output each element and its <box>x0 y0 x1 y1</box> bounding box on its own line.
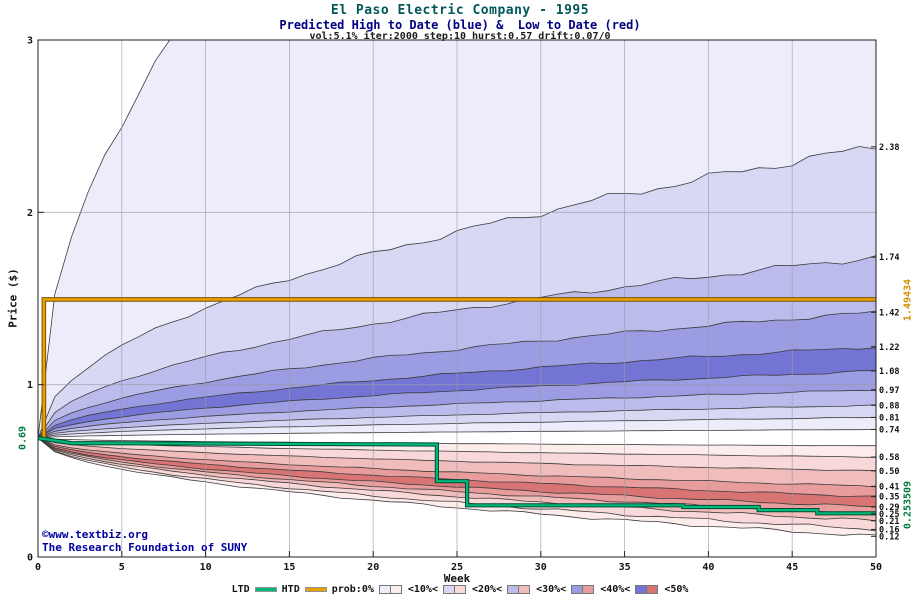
watermark-site: ©www.textbiz.org <box>42 528 148 541</box>
watermark-org: The Research Foundation of SUNY <box>42 541 248 554</box>
right-quantile-label: 0.81 <box>879 413 899 423</box>
right-quantile-label: 0.21 <box>879 517 899 527</box>
low-fan-prob-band <box>38 438 876 507</box>
chart-parameters: vol:5.1% iter:2000 step:10 hurst:0.57 dr… <box>309 31 611 42</box>
ltd-line <box>38 437 876 515</box>
x-tick-label: 0 <box>35 562 41 573</box>
prob-swatch-pair <box>378 585 402 594</box>
prob-swatch-pair <box>635 585 659 594</box>
prob-swatch-red <box>518 585 531 594</box>
y-axis-label: Price ($) <box>6 268 20 328</box>
high-to-date-label: 1.49434 <box>902 278 914 322</box>
x-axis-label: Week <box>443 572 471 585</box>
htd-line <box>42 298 876 439</box>
prob-swatch-red <box>453 585 466 594</box>
low-fan-prob-band <box>38 438 876 497</box>
legend-prob-label: <30%< <box>536 584 567 595</box>
legend-prob-label: <10%< <box>407 584 438 595</box>
right-quantile-label: 0.74 <box>879 425 899 435</box>
x-tick-label: 15 <box>283 562 295 573</box>
high-fan-prob-band <box>38 370 876 439</box>
ltd-line-swatch <box>255 588 276 591</box>
x-tick-label: 30 <box>535 562 547 573</box>
start-price-label: 0.69 <box>17 425 29 451</box>
prob-swatch-pair <box>571 585 595 594</box>
chart-subtitle: Predicted High to Date (blue) & Low to D… <box>279 18 641 32</box>
right-quantile-label: 1.22 <box>879 343 899 353</box>
right-quantile-label: 2.38 <box>879 143 899 153</box>
x-tick-label: 20 <box>367 562 379 573</box>
prob-swatch-pair <box>442 585 466 594</box>
right-quantile-label: 1.42 <box>879 308 899 318</box>
legend-prob-label: <50% <box>664 584 689 595</box>
high-fan-prob-band <box>38 40 876 439</box>
right-quantile-label: 0.58 <box>879 453 899 463</box>
right-quantile-label: 0.29 <box>879 503 899 513</box>
y-tick-label: 3 <box>27 36 33 47</box>
legend-prob-label: <40%< <box>600 584 631 595</box>
low-to-date-label: 0.253509 <box>902 480 914 530</box>
right-quantile-label: 0.12 <box>879 532 899 542</box>
legend: LTD HTD prob:0% <10%< <20%< <30%< <40%< <50% <box>0 584 920 595</box>
x-tick-label: 10 <box>200 562 212 573</box>
right-quantile-label: 0.97 <box>879 386 899 396</box>
legend-htd-label: HTD <box>281 584 300 595</box>
right-quantile-label: 0.35 <box>879 493 899 503</box>
plot-area <box>38 40 876 557</box>
chart-title: El Paso Electric Company - 1995 <box>330 3 590 18</box>
y-tick-label: 2 <box>27 208 33 219</box>
high-fan-prob-band <box>38 311 876 439</box>
right-quantile-label: 1.74 <box>879 253 899 263</box>
x-tick-label: 35 <box>619 562 631 573</box>
right-quantile-label: 0.41 <box>879 482 899 492</box>
right-quantile-label: 0.88 <box>879 401 899 411</box>
high-fan-prob-band <box>38 347 876 439</box>
right-quantile-label: 1.08 <box>879 367 899 377</box>
prob-swatch-red <box>389 585 402 594</box>
y-tick-label: 0 <box>27 553 33 564</box>
x-tick-label: 45 <box>786 562 798 573</box>
legend-ltd-label: LTD <box>231 584 250 595</box>
y-tick-label: 1 <box>27 380 33 391</box>
x-tick-label: 5 <box>119 562 125 573</box>
legend-prob-label: <20%< <box>471 584 503 595</box>
x-tick-label: 40 <box>702 562 714 573</box>
legend-prob-label: prob:0% <box>331 584 374 595</box>
right-quantile-label: 0.16 <box>879 525 899 535</box>
x-tick-label: 50 <box>870 562 882 573</box>
prob-swatch-red <box>582 585 595 594</box>
prob-swatch-pair <box>507 585 531 594</box>
right-quantile-label: 0.50 <box>879 467 899 477</box>
prob-swatch-red <box>646 585 659 594</box>
htd-line-swatch <box>305 588 326 591</box>
x-tick-label: 25 <box>451 562 463 573</box>
right-quantile-label: 0.25 <box>879 510 899 520</box>
